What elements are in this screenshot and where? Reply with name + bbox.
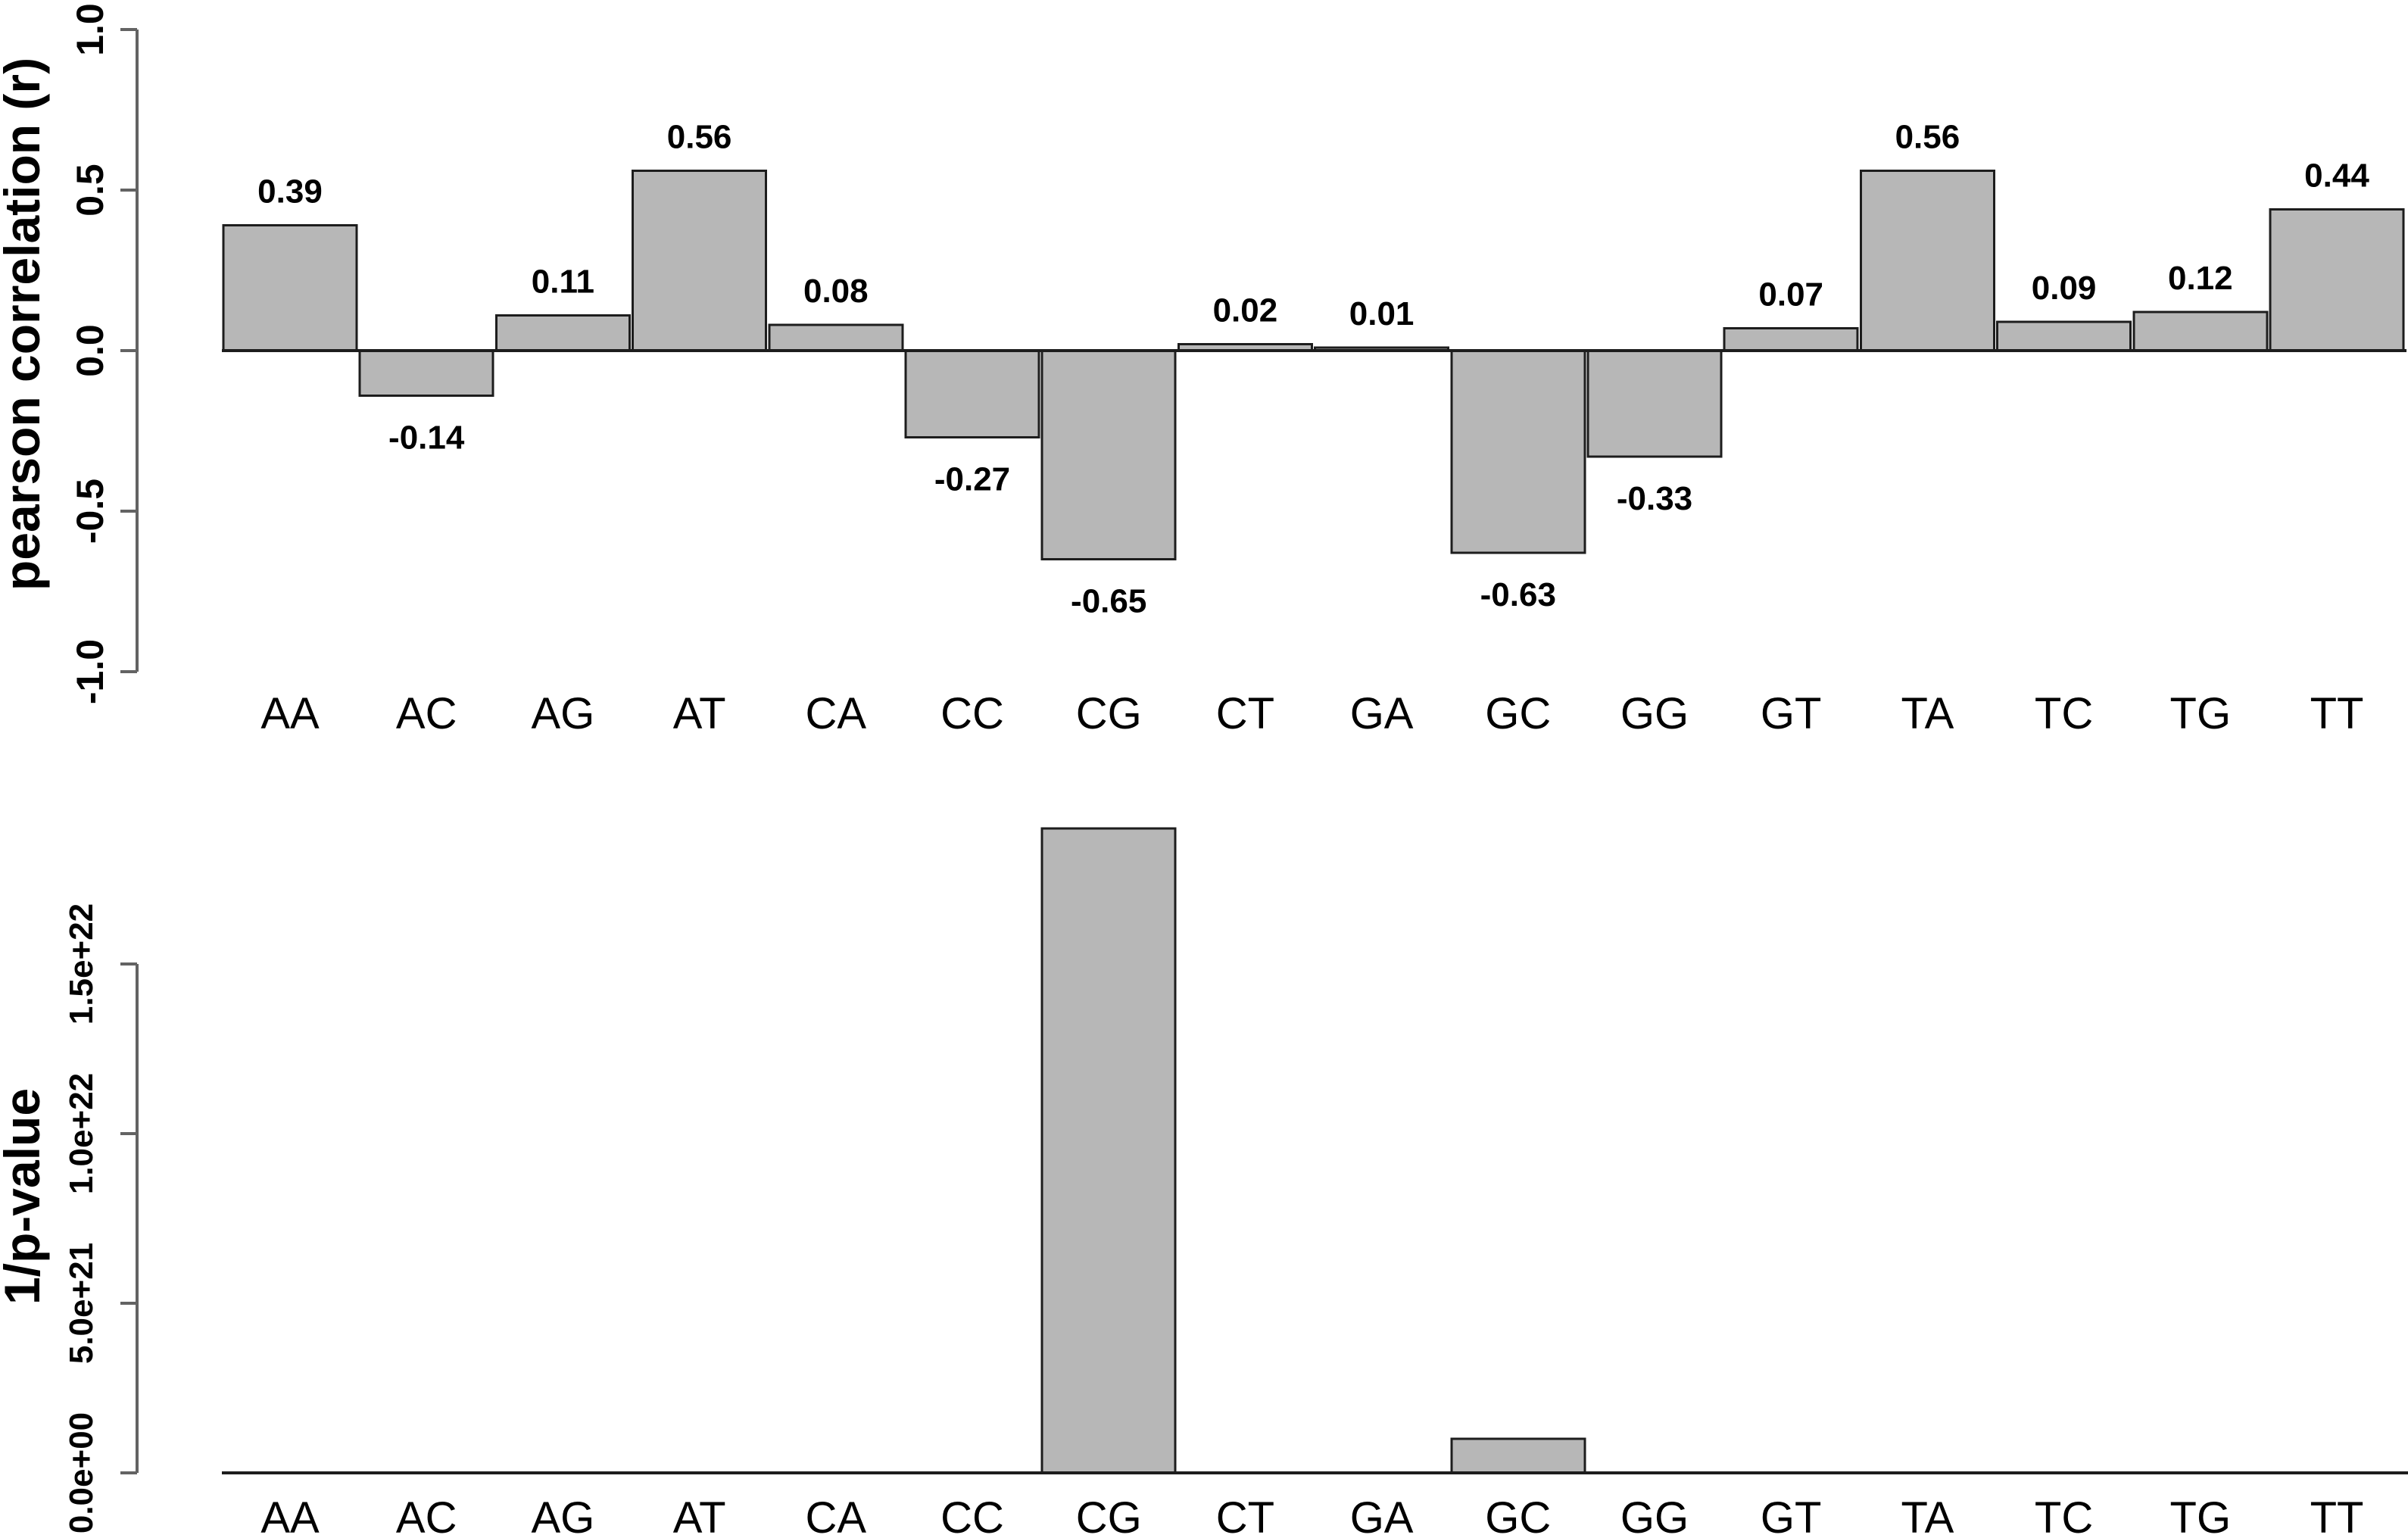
value-label-TT: 0.44	[2304, 157, 2369, 194]
value-label-CC: -0.27	[934, 461, 1010, 498]
x-label-AC: AC	[396, 689, 457, 738]
y-tick-label: -1.0	[69, 639, 111, 704]
x-label-CT: CT	[1216, 1493, 1274, 1538]
x-label-GT: GT	[1761, 1493, 1822, 1538]
x-label-CG: CG	[1076, 1493, 1142, 1538]
x-label-CG: CG	[1076, 689, 1142, 738]
bar-TG	[2132, 310, 2269, 352]
y-tick-label: 1.5e+22	[63, 903, 100, 1025]
bar-AT	[632, 170, 768, 352]
bar-GG	[1586, 349, 1723, 458]
x-label-GG: GG	[1620, 689, 1689, 738]
value-label-AA: 0.39	[257, 173, 323, 211]
y-tick-label: 5.0e+21	[63, 1243, 100, 1364]
bar-AG	[494, 314, 631, 352]
x-label-AA: AA	[260, 689, 320, 738]
bar-GC	[1450, 349, 1586, 554]
x-label-TA: TA	[1901, 689, 1954, 738]
x-label-CC: CC	[940, 689, 1004, 738]
bar-CC	[904, 349, 1040, 438]
x-label-CA: CA	[806, 1493, 867, 1538]
x-label-AC: AC	[396, 1493, 457, 1538]
y-tick-label: 0.5	[69, 164, 111, 217]
bar-CG	[1040, 827, 1177, 1474]
y-axis-title: 1/p-value	[0, 1088, 50, 1305]
value-label-AT: 0.56	[667, 119, 732, 156]
x-label-TG: TG	[2170, 689, 2232, 738]
value-label-GA: 0.01	[1349, 295, 1415, 332]
x-label-GC: GC	[1485, 1493, 1551, 1538]
y-tick-label: 1.0e+22	[63, 1073, 100, 1194]
value-label-GG: -0.33	[1617, 480, 1692, 517]
x-label-GG: GG	[1620, 1493, 1689, 1538]
x-label-AG: AG	[531, 1493, 594, 1538]
y-tick-label: -0.5	[69, 479, 111, 544]
x-label-TT: TT	[2310, 689, 2364, 738]
x-label-TG: TG	[2170, 1493, 2232, 1538]
x-label-GC: GC	[1485, 689, 1551, 738]
x-label-AT: AT	[673, 1493, 726, 1538]
bar-TT	[2269, 207, 2405, 352]
value-label-CT: 0.02	[1213, 292, 1278, 329]
bar-AC	[358, 349, 494, 397]
bar-TC	[1996, 320, 2132, 352]
x-label-AT: AT	[673, 689, 726, 738]
x-label-CT: CT	[1216, 689, 1274, 738]
x-label-GA: GA	[1350, 1493, 1414, 1538]
bar-TA	[1859, 170, 1995, 352]
bar-AA	[222, 224, 358, 352]
x-label-TA: TA	[1901, 1493, 1954, 1538]
y-tick-label: 0.0e+00	[63, 1412, 100, 1533]
x-label-TC: TC	[2035, 689, 2093, 738]
x-label-TT: TT	[2310, 1493, 2364, 1538]
value-label-CA: 0.08	[803, 273, 869, 310]
value-label-TA: 0.56	[1895, 119, 1960, 156]
value-label-AG: 0.11	[532, 263, 594, 300]
panel-top: AA 0.39 AC -0.14 AG 0.11 AT 0.56 CA 0.08 CC -0.27 CG…	[0, 3, 2406, 738]
x-label-CA: CA	[806, 689, 867, 738]
x-label-AA: AA	[260, 1493, 320, 1538]
bar-GC	[1450, 1437, 1586, 1474]
panel-bottom: AA AC AG AT CA CC CG CT GA GC GG GT TA TC TG TT 0.0e+00 5…	[0, 827, 2408, 1538]
x-label-GT: GT	[1761, 689, 1822, 738]
value-label-GC: -0.63	[1480, 576, 1556, 613]
value-label-CG: -0.65	[1071, 583, 1146, 620]
value-label-GT: 0.07	[1758, 276, 1823, 313]
x-label-CC: CC	[940, 1493, 1004, 1538]
y-tick-label: 1.0	[69, 3, 111, 56]
x-label-TC: TC	[2035, 1493, 2093, 1538]
bar-CA	[768, 323, 904, 352]
x-label-GA: GA	[1350, 689, 1414, 738]
y-axis-title: pearson correlation (r)	[0, 58, 50, 591]
value-label-AC: -0.14	[388, 419, 465, 456]
x-label-AG: AG	[531, 689, 594, 738]
bar-GT	[1723, 326, 1859, 352]
y-tick-label: 0.0	[69, 324, 111, 377]
value-label-TG: 0.12	[2168, 260, 2233, 297]
bar-CG	[1040, 349, 1177, 561]
value-label-TC: 0.09	[2032, 270, 2097, 307]
